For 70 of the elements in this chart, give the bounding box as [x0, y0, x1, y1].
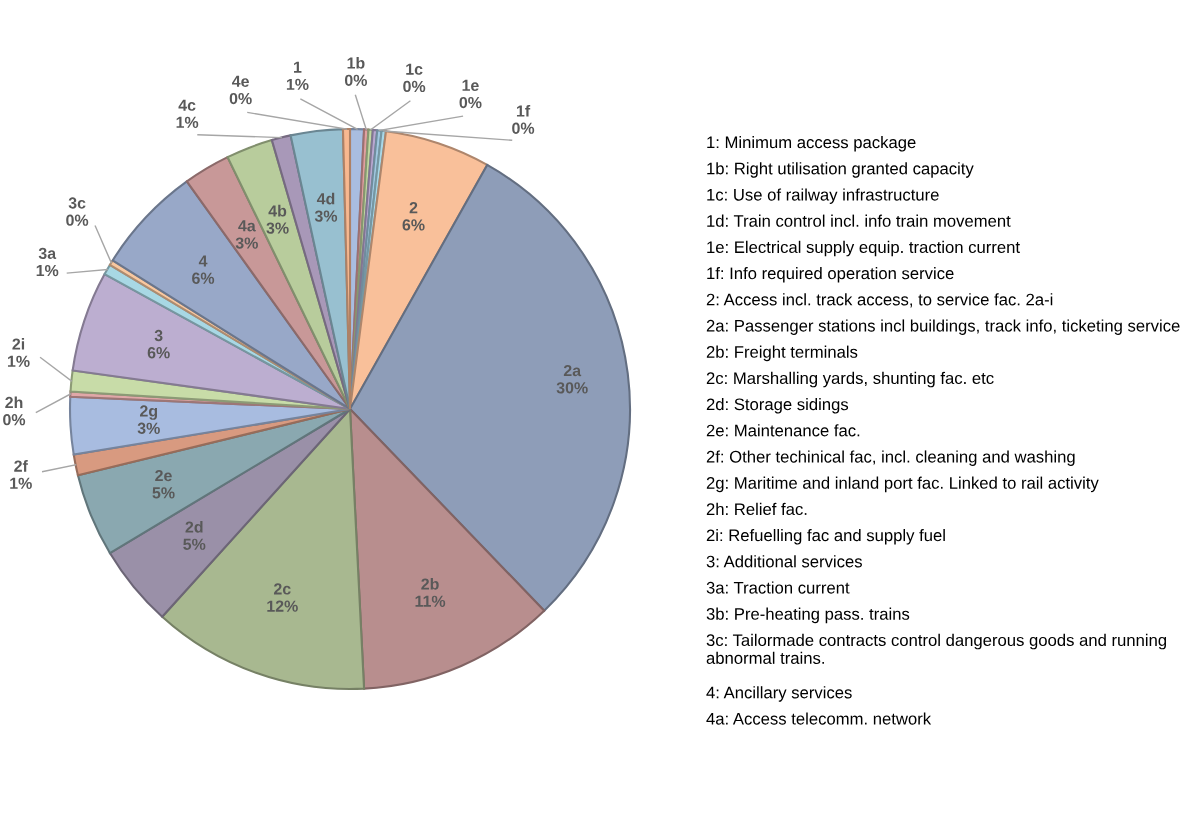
text: 2b: Freight terminals	[706, 345, 858, 362]
slice-label: 2g	[139, 405, 158, 420]
slice-label: 2h	[5, 396, 23, 408]
text: 2g: Maritime and inland port fac. Linked to rail activity	[706, 476, 1099, 493]
slice-label: 1f	[516, 104, 531, 117]
slice-label: 1b	[347, 57, 365, 69]
slice-label: 4a	[238, 220, 256, 232]
data-label: 6%	[402, 219, 425, 231]
text: 1: Minimum access package	[707, 136, 916, 152]
slice-label: 4c	[178, 99, 196, 111]
slice-label: 4	[198, 255, 208, 267]
data-label: 3%	[235, 237, 258, 249]
data-label: 0%	[229, 92, 252, 105]
data-label: 11%	[415, 595, 446, 607]
slice-label: 3	[154, 329, 163, 342]
data-label: 1%	[36, 264, 59, 277]
text: 2e: Maintenance fac.	[706, 424, 860, 437]
data-label: 6%	[192, 272, 215, 284]
slice-label: 2	[409, 202, 418, 214]
slice-label: 4b	[268, 204, 287, 217]
slice-label: 3c	[68, 197, 86, 209]
slice-label: 2c	[273, 583, 291, 595]
slice-label: 2b	[421, 577, 439, 590]
data-label: 5%	[183, 538, 206, 550]
text: 3a: Traction current	[706, 581, 850, 594]
slice-label: 4e	[231, 75, 249, 87]
slice-label: 3a	[38, 247, 57, 260]
data-label: 0%	[512, 122, 535, 134]
slice-label: 2d	[185, 520, 203, 533]
data-label: 30%	[556, 382, 588, 394]
slice-label: 2i	[12, 338, 25, 350]
text: 2c: Marshalling yards, shunting fac. etc	[706, 371, 994, 388]
data-label: 1%	[176, 116, 199, 128]
text: 1f: Info required operation service	[707, 267, 954, 283]
data-label: 5%	[152, 487, 175, 499]
text: 3: Additional services	[706, 555, 862, 568]
data-label: 12%	[267, 600, 298, 612]
text: 2a: Passenger stations incl buildings, track info, ticketing service	[706, 319, 1180, 335]
text: 1e: Electrical supply equip. traction current	[707, 240, 1020, 257]
data-label: 1%	[286, 78, 309, 90]
slice-label: 1	[294, 61, 302, 73]
text: 1b: Right utilisation granted capacity	[707, 162, 974, 178]
text: 1c: Use of railway infrastructure	[707, 188, 939, 204]
data-label: 0%	[344, 74, 367, 86]
text: 2i: Refuelling fac and supply fuel	[706, 529, 945, 545]
slice-label: 2e	[155, 469, 172, 482]
slice-label: 1e	[462, 79, 479, 92]
slice-label: 1c	[406, 63, 423, 75]
data-label: 3%	[266, 222, 289, 234]
text: 1d: Train control incl. info train movement	[707, 214, 1011, 227]
text: 3b: Pre-heating pass. trains	[706, 607, 910, 624]
slice-label: 4d	[316, 192, 335, 205]
slice-label: 2a	[563, 364, 582, 377]
data-label: 1%	[7, 355, 30, 367]
text: 4: Ancillary services	[706, 686, 852, 702]
data-label: 1%	[10, 477, 32, 489]
data-label: 0%	[403, 80, 426, 93]
data-label: 0%	[459, 96, 482, 109]
text: 2f: Other techinical fac, incl. cleaning and washing	[706, 450, 1075, 466]
text: 4a: Access telecomm. network	[706, 712, 932, 725]
data-label: 3%	[137, 422, 160, 434]
data-label: 0%	[3, 414, 26, 426]
data-label: 6%	[147, 347, 170, 359]
text: 2h: Relief fac.	[706, 502, 807, 516]
data-label: 3%	[314, 210, 338, 222]
slice-label: 2f	[14, 460, 28, 472]
text: 3c: Tailormade contracts control dangerous goods and running abnormal trains.	[706, 633, 1167, 664]
text: 2: Access incl. track access, to service fac. 2a-i	[706, 293, 1053, 308]
data-label: 0%	[66, 214, 89, 226]
text: 2d: Storage sidings	[706, 398, 849, 414]
